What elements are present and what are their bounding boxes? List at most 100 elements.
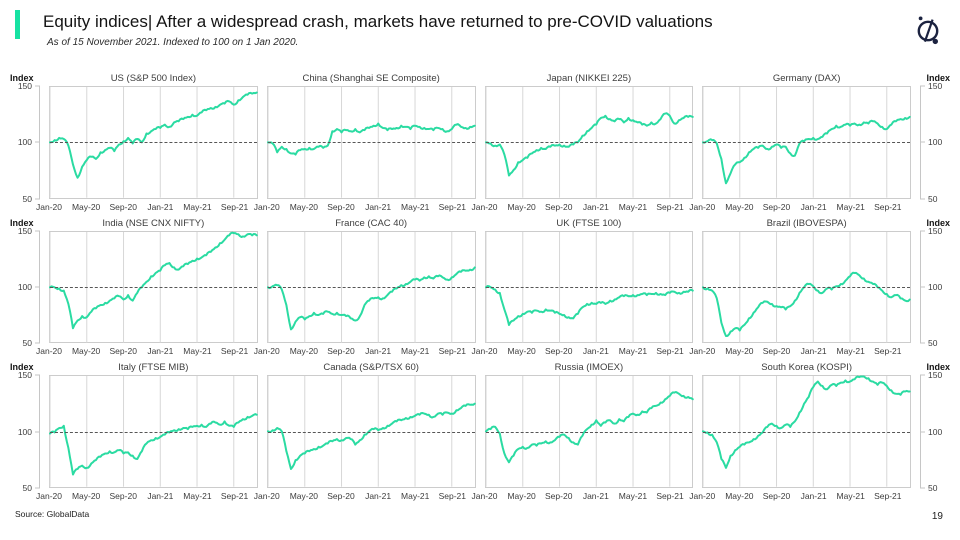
y-axis-tick-label: 150 <box>17 370 32 381</box>
x-axis-tick-label: May-20 <box>71 346 101 357</box>
x-axis-tick-label: Jan-21 <box>147 491 174 502</box>
y-axis-tick-label: 150 <box>928 80 943 91</box>
baseline-100-dashed-line <box>703 431 910 433</box>
y-axis-tick-label: 50 <box>22 193 32 204</box>
page-title: Equity indices| After a widespread crash… <box>43 12 713 31</box>
y-axis-scale: 150 100 50 <box>920 371 950 492</box>
y-axis-title: Index <box>926 362 950 373</box>
x-axis-tick-label: Jan-21 <box>365 201 392 212</box>
x-axis-tick-label: May-21 <box>401 346 430 357</box>
chart-title: Japan (NIKKEI 225) <box>546 73 632 84</box>
chart-row: Index 150 100 50 Italy (FTSE MIB) Jan-20 Ma… <box>10 359 950 504</box>
x-axis-tick-label: May-21 <box>618 346 648 357</box>
x-axis-labels: Jan-20 May-20 Sep-20 Jan-21 May-21 Sep-21 <box>472 199 694 214</box>
index-chart: UK (FTSE 100) Jan-20 May-20 Sep-20 Jan-21 Ma… <box>472 217 694 359</box>
y-axis-scale: 150 100 50 <box>920 82 950 202</box>
y-axis-tick <box>35 198 40 200</box>
x-axis-tick-label: Jan-20 <box>689 491 716 502</box>
x-axis-labels: Jan-20 May-20 Sep-20 Jan-21 May-21 Sep-21 <box>36 488 258 503</box>
x-axis-tick-label: Sep-20 <box>545 491 573 502</box>
index-line-series <box>703 377 910 468</box>
y-axis-tick <box>920 198 925 200</box>
x-axis-tick-label: Sep-21 <box>874 201 902 212</box>
y-axis: Index 150 100 50 <box>920 217 950 359</box>
x-axis-tick-label: Sep-20 <box>109 491 137 502</box>
page-number: 19 <box>931 511 943 522</box>
x-axis-labels: Jan-20 May-20 Sep-20 Jan-21 May-21 Sep-21 <box>689 199 911 214</box>
x-axis-labels: Jan-20 May-20 Sep-20 Jan-21 May-21 Sep-21 <box>472 488 694 503</box>
x-axis-tick-label: Sep-21 <box>220 201 249 212</box>
chart-title: Canada (S&P/TSX 60) <box>323 362 419 374</box>
x-axis-labels: Jan-20 May-20 Sep-20 Jan-21 May-21 Sep-21 <box>689 343 911 358</box>
x-axis-tick-label: May-20 <box>507 346 536 357</box>
y-axis-tick-label: 150 <box>17 225 32 236</box>
chart-plot-area <box>702 86 911 199</box>
chart-plot-area <box>49 230 258 344</box>
x-axis-tick-label: Jan-20 <box>36 346 62 357</box>
y-axis-tick-label: 50 <box>928 338 938 349</box>
index-line-series <box>268 267 475 329</box>
y-axis-tick-label: 50 <box>928 482 938 493</box>
x-axis-tick-label: Sep-20 <box>545 201 573 212</box>
y-axis: Index 150 100 50 <box>10 217 40 359</box>
y-axis-tick-label: 150 <box>17 80 32 91</box>
globaldata-compass-logo-icon <box>917 16 939 45</box>
x-axis-tick-label: May-20 <box>725 201 754 212</box>
index-line-series <box>268 404 475 469</box>
chart-title: South Korea (KOSPI) <box>761 362 853 374</box>
y-axis: Index 150 100 50 <box>920 72 950 214</box>
chart-plot-area <box>484 375 694 489</box>
x-axis-tick-label: Sep-21 <box>438 346 467 357</box>
x-axis-labels: Jan-20 May-20 Sep-20 Jan-21 May-21 Sep-21 <box>254 199 476 214</box>
x-axis-tick-label: Jan-21 <box>582 491 609 502</box>
x-axis-tick-label: May-21 <box>836 346 865 357</box>
chart-title: UK (FTSE 100) <box>556 217 622 229</box>
y-axis-tick <box>35 487 40 489</box>
y-axis-title: Index <box>10 73 34 83</box>
x-axis-labels: Jan-20 May-20 Sep-20 Jan-21 May-21 Sep-21 <box>36 199 258 214</box>
index-line-series <box>50 232 257 328</box>
x-axis-tick-label: Sep-20 <box>762 491 791 502</box>
chart-row: Index 150 100 50 US (S&P 500 Index) Jan-20… <box>10 70 950 215</box>
source-note: Source: GlobalData <box>15 509 90 519</box>
chart-plot-area <box>266 230 476 344</box>
y-axis-title: Index <box>926 73 950 83</box>
baseline-100-dashed-line <box>485 431 693 433</box>
equity-index-chart-grid: Index 150 100 50 US (S&P 500 Index) Jan-20… <box>10 70 950 504</box>
baseline-100-dashed-line <box>703 142 910 144</box>
x-axis-tick-label: May-20 <box>725 491 754 502</box>
x-axis-tick-label: Sep-21 <box>220 346 249 357</box>
x-axis-tick-label: Jan-21 <box>365 346 392 357</box>
y-axis-tick-label: 100 <box>928 426 943 437</box>
y-axis-tick <box>920 141 925 143</box>
x-axis-tick-label: May-21 <box>183 201 212 212</box>
x-axis-tick-label: Sep-20 <box>762 201 791 212</box>
x-axis-tick-label: Sep-20 <box>327 346 355 357</box>
baseline-100-dashed-line <box>267 287 475 288</box>
page-subtitle: As of 15 November 2021. Indexed to 100 o… <box>47 37 299 48</box>
index-chart: Russia (IMOEX) Jan-20 May-20 Sep-20 Jan-21 M… <box>472 361 694 503</box>
x-axis-tick-label: May-20 <box>71 491 101 502</box>
y-axis-title: Index <box>926 217 950 228</box>
index-line-series <box>50 414 257 474</box>
x-axis-tick-label: Jan-21 <box>800 201 827 212</box>
x-axis-tick-label: Jan-20 <box>471 491 498 502</box>
x-axis-tick-label: Jan-21 <box>147 346 174 357</box>
index-line-series <box>268 124 475 155</box>
index-line-series <box>703 272 910 335</box>
y-axis-tick <box>35 85 40 87</box>
x-axis-tick-label: May-20 <box>289 491 319 502</box>
x-axis-tick-label: Jan-21 <box>582 346 609 357</box>
y-axis-tick-label: 150 <box>928 225 943 236</box>
x-axis-tick-label: Sep-20 <box>545 346 573 357</box>
y-axis-tick <box>35 230 40 232</box>
x-axis-tick-label: Jan-21 <box>800 346 827 357</box>
x-axis-tick-label: Sep-21 <box>874 346 902 357</box>
y-axis-tick <box>920 374 925 376</box>
x-axis-tick-label: May-20 <box>71 201 101 212</box>
index-chart: France (CAC 40) Jan-20 May-20 Sep-20 Jan-21… <box>254 217 476 359</box>
y-axis-tick-label: 50 <box>22 482 32 493</box>
y-axis-tick <box>35 286 40 288</box>
x-axis-tick-label: Sep-21 <box>438 491 467 502</box>
y-axis-tick-label: 100 <box>928 281 943 292</box>
